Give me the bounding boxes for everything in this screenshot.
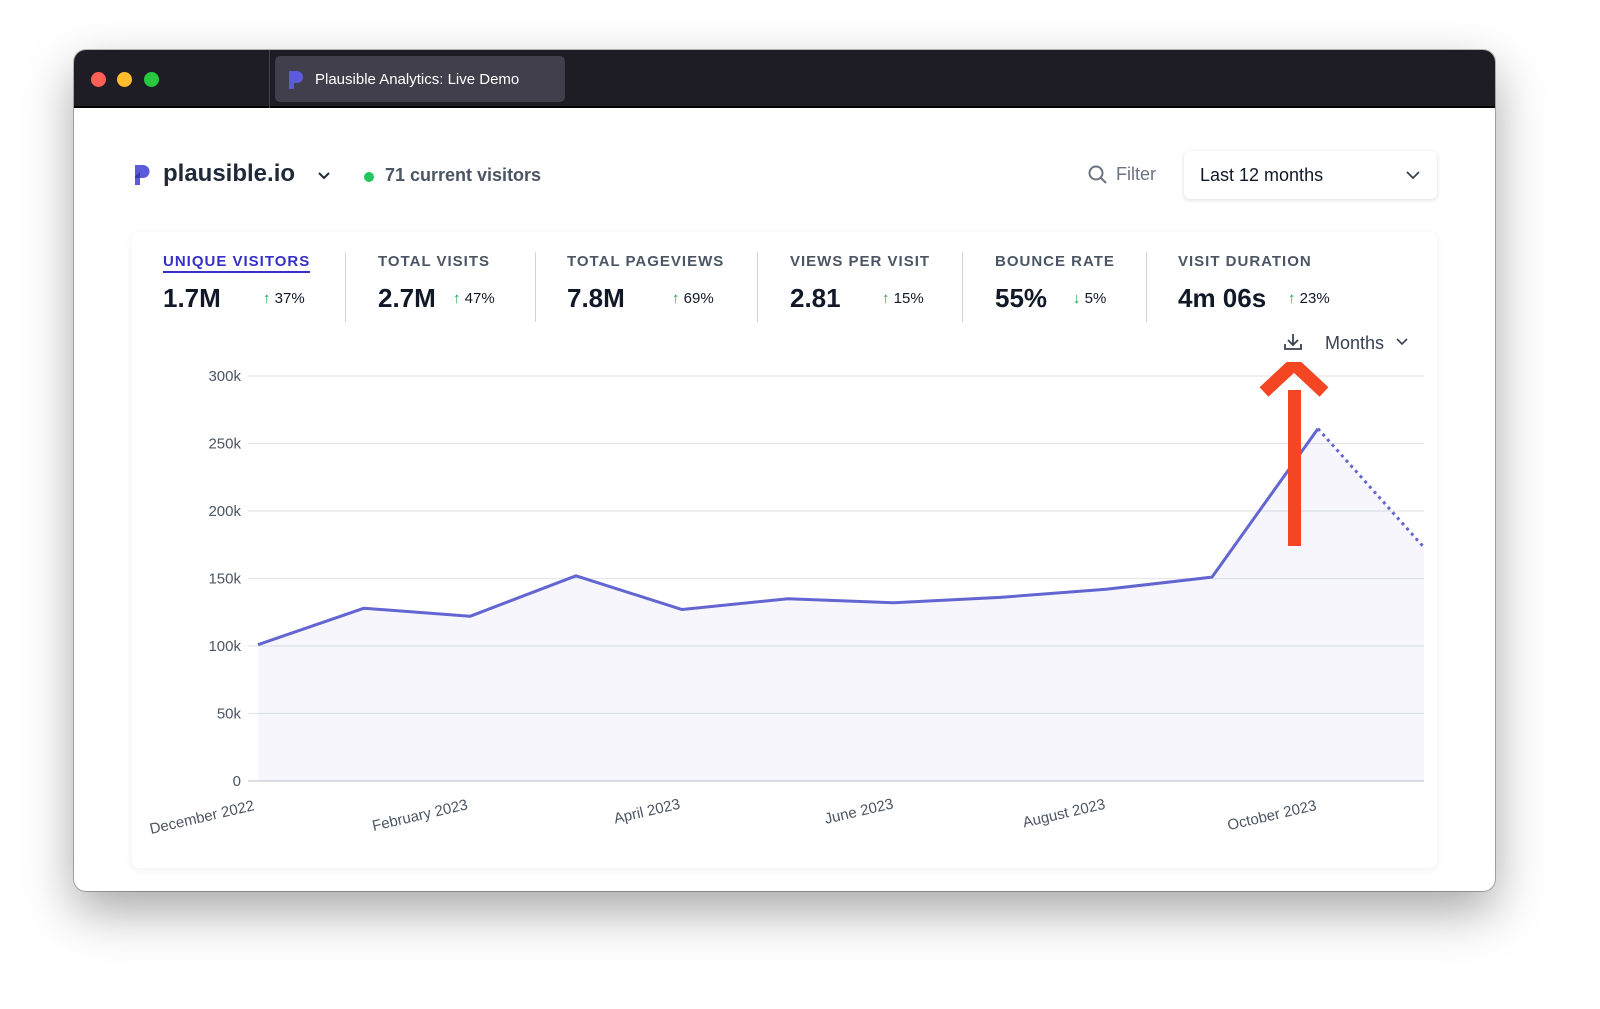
filter-label: Filter <box>1116 164 1156 184</box>
y-tick-label: 50k <box>217 706 242 723</box>
arrow-up-icon: ↑ <box>1288 290 1296 307</box>
metric-change: ↓ 5% <box>1073 290 1106 307</box>
y-tick-label: 300k <box>208 368 241 385</box>
metric-change-value: 23% <box>1299 290 1330 307</box>
interval-value: Months <box>1325 333 1385 353</box>
chevron-down-icon <box>1406 171 1420 180</box>
metric-value: 55% <box>995 283 1048 313</box>
browser-tab[interactable]: Plausible Analytics: Live Demo <box>275 56 565 102</box>
metric-bounce-rate[interactable]: BOUNCE RATE 55% ↓ 5% <box>995 253 1115 313</box>
y-tick-label: 0 <box>233 773 241 790</box>
metric-label: VIEWS PER VISIT <box>790 253 931 270</box>
metric-value: 7.8M <box>567 283 625 313</box>
arrow-up-icon: ↑ <box>263 290 271 307</box>
metric-divider <box>345 252 346 322</box>
close-window-button[interactable] <box>91 72 106 87</box>
x-tick-label: June 2023 <box>823 795 895 827</box>
title-bar: Plausible Analytics: Live Demo <box>74 50 1495 108</box>
site-name: plausible.io <box>163 160 296 187</box>
minimize-window-button[interactable] <box>117 72 132 87</box>
arrow-down-icon: ↓ <box>1073 290 1081 307</box>
metric-label: TOTAL VISITS <box>378 253 491 270</box>
x-tick-label: December 2022 <box>148 797 256 838</box>
date-range-select[interactable]: Last 12 months <box>1184 151 1437 199</box>
site-switcher[interactable]: plausible.io <box>163 160 295 188</box>
metric-divider <box>1146 252 1147 322</box>
metric-label: VISIT DURATION <box>1178 253 1312 270</box>
divider <box>269 50 270 108</box>
metric-total-visits[interactable]: TOTAL VISITS 2.7M ↑ 47% <box>378 253 495 313</box>
x-tick-label: February 2023 <box>371 796 470 835</box>
x-tick-label: August 2023 <box>1021 796 1107 832</box>
metric-value: 2.81 <box>790 283 841 313</box>
x-tick-label: April 2023 <box>612 796 682 828</box>
chevron-down-icon <box>1396 338 1408 346</box>
metric-label: BOUNCE RATE <box>995 253 1115 270</box>
metric-value: 2.7M <box>378 283 436 313</box>
metric-change: ↑ 47% <box>453 290 495 307</box>
metric-change-value: 37% <box>274 290 305 307</box>
metric-label: UNIQUE VISITORS <box>163 253 311 273</box>
metric-change-value: 47% <box>464 290 495 307</box>
filter-button[interactable]: Filter <box>1088 164 1156 185</box>
plausible-logo-icon <box>135 165 150 185</box>
metric-change: ↑ 15% <box>882 290 924 307</box>
metric-label: TOTAL PAGEVIEWS <box>567 253 725 270</box>
y-tick-label: 100k <box>208 638 241 655</box>
metric-change-value: 15% <box>893 290 924 307</box>
metric-value: 4m 06s <box>1178 283 1267 313</box>
live-indicator-dot <box>364 172 374 182</box>
metric-change: ↑ 69% <box>672 290 714 307</box>
metric-change-value: 5% <box>1084 290 1107 307</box>
download-icon[interactable] <box>1283 332 1303 352</box>
date-range-value: Last 12 months <box>1200 164 1324 185</box>
metric-change-value: 69% <box>683 290 714 307</box>
plausible-logo-icon <box>289 71 303 89</box>
metric-total-pageviews[interactable]: TOTAL PAGEVIEWS 7.8M ↑ 69% <box>567 253 725 313</box>
metric-divider <box>757 252 758 322</box>
metric-change: ↑ 37% <box>263 290 305 307</box>
maximize-window-button[interactable] <box>144 72 159 87</box>
stats-card <box>132 232 1437 868</box>
current-visitors-link[interactable]: 71 current visitors <box>385 165 542 185</box>
metric-change: ↑ 23% <box>1288 290 1330 307</box>
x-tick-label: October 2023 <box>1226 797 1318 834</box>
visitors-line-partial <box>1316 427 1426 549</box>
interval-select[interactable]: Months <box>1325 333 1409 354</box>
metric-divider <box>962 252 963 322</box>
annotation-arrow <box>1259 362 1329 546</box>
metric-views-per-visit[interactable]: VIEWS PER VISIT 2.81 ↑ 15% <box>790 253 931 313</box>
search-icon <box>1088 165 1107 184</box>
metric-unique-visitors[interactable]: UNIQUE VISITORS 1.7M ↑ 37% <box>163 253 311 313</box>
metric-visit-duration[interactable]: VISIT DURATION 4m 06s ↑ 23% <box>1178 253 1330 313</box>
arrow-up-icon: ↑ <box>882 290 890 307</box>
y-tick-label: 200k <box>208 503 241 520</box>
metric-divider <box>535 252 536 322</box>
y-tick-label: 150k <box>208 571 241 588</box>
arrow-up-icon: ↑ <box>453 290 461 307</box>
tab-title: Plausible Analytics: Live Demo <box>315 70 520 88</box>
arrow-up-icon: ↑ <box>672 290 680 307</box>
chevron-down-icon[interactable] <box>316 168 332 184</box>
y-tick-label: 250k <box>208 436 241 453</box>
metric-value: 1.7M <box>163 283 221 313</box>
chart-area-fill <box>258 428 1424 781</box>
